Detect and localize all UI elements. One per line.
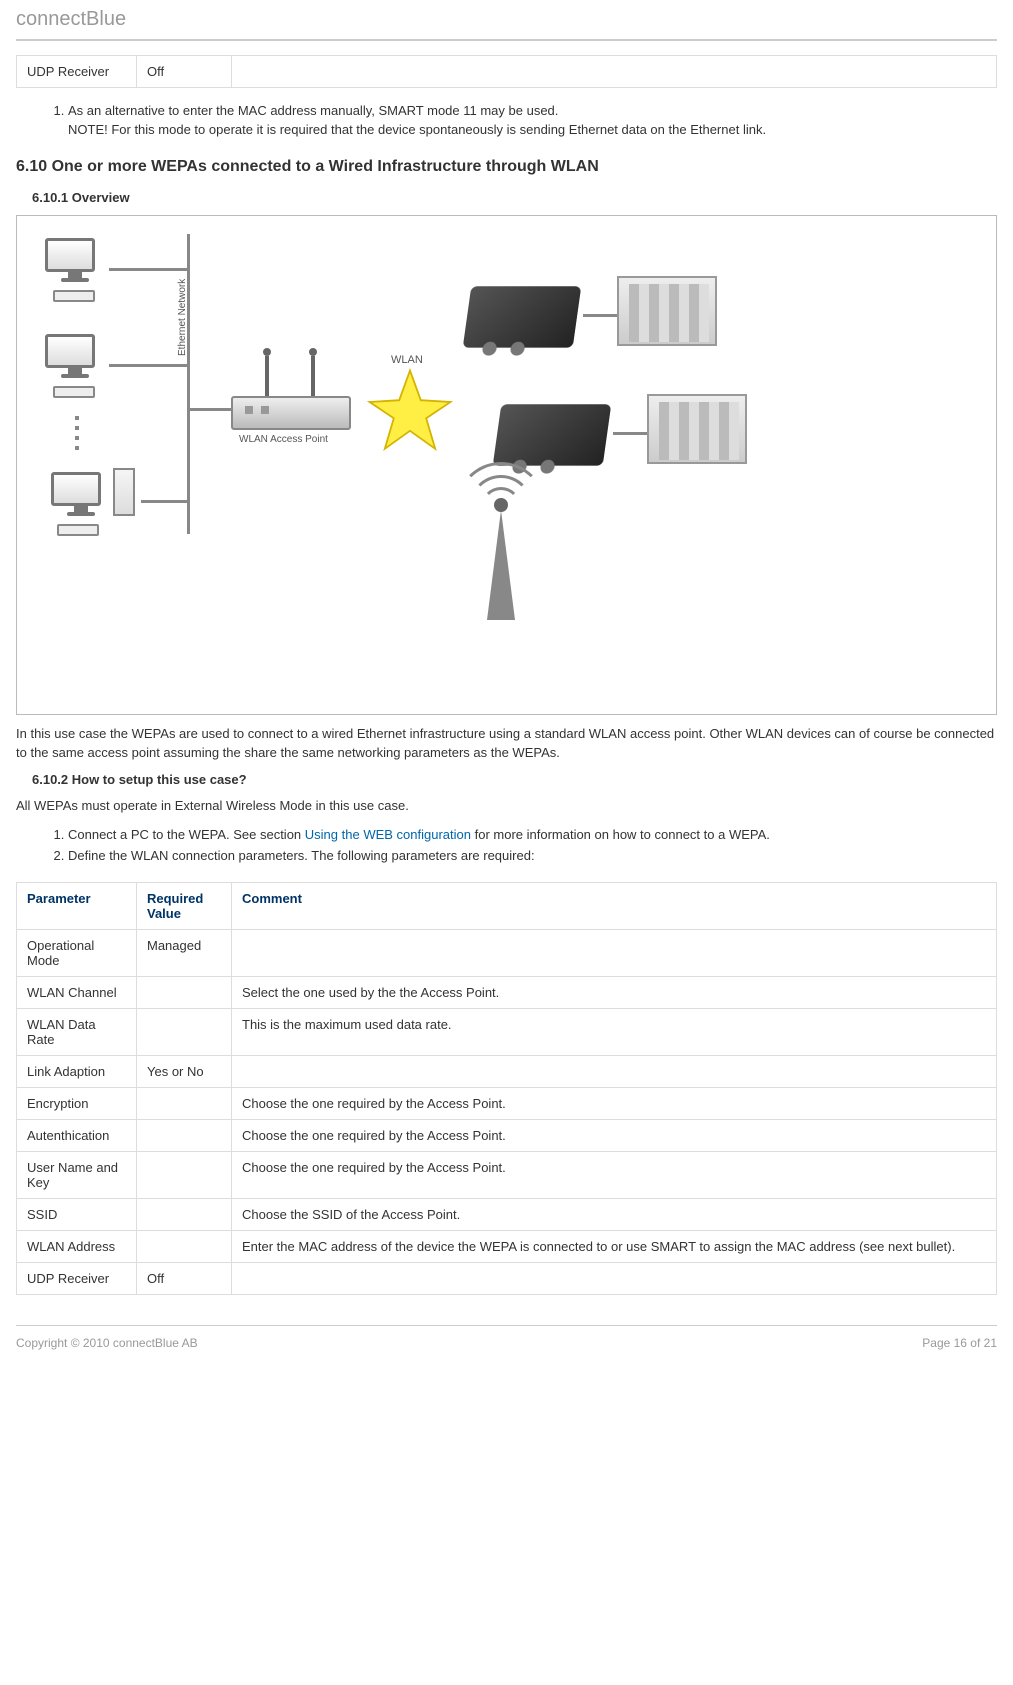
note-list-top: As an alternative to enter the MAC addre…: [68, 102, 997, 140]
top-table: UDP Receiver Off: [16, 55, 997, 88]
antenna-icon: [263, 348, 271, 396]
cell-param: Operational Mode: [17, 929, 137, 976]
table-row: Operational ModeManaged: [17, 929, 997, 976]
cell-param: Link Adaption: [17, 1055, 137, 1087]
plc-rack-icon: [617, 276, 717, 346]
page-footer: Copyright © 2010 connectBlue AB Page 16 …: [16, 1336, 997, 1350]
section-heading-6-10-1: 6.10.1 Overview: [32, 190, 997, 205]
pc-icon: [45, 238, 105, 282]
connector-line: [583, 314, 617, 317]
table-row: Autenthication Choose the one required by…: [17, 1119, 997, 1151]
cell-param: SSID: [17, 1198, 137, 1230]
cell-required: Off: [137, 56, 232, 88]
table-row: UDP ReceiverOff: [17, 1262, 997, 1294]
table-row: UDP Receiver Off: [17, 56, 997, 88]
list-item: Connect a PC to the WEPA. See section Us…: [68, 826, 997, 845]
overview-diagram: Ethernet Network WLAN Access Point WLAN: [16, 215, 997, 715]
cell-comment: Enter the MAC address of the device the …: [232, 1230, 997, 1262]
page-number: Page 16 of 21: [922, 1336, 997, 1350]
wepa-device-icon: [463, 286, 582, 347]
wepa-device-icon: [493, 404, 612, 465]
table-row: Link AdaptionYes or No: [17, 1055, 997, 1087]
cell-required: Off: [137, 1262, 232, 1294]
keyboard-icon: [53, 386, 95, 398]
large-antenna-icon: [487, 496, 515, 620]
cell-required: [137, 1119, 232, 1151]
ethernet-network-label: Ethernet Network: [177, 278, 188, 355]
step1-post: for more information on how to connect t…: [471, 827, 770, 842]
overview-paragraph: In this use case the WEPAs are used to c…: [16, 725, 997, 763]
pc-icon: [45, 334, 105, 378]
keyboard-icon: [53, 290, 95, 302]
cell-required: [137, 1008, 232, 1055]
table-row: WLAN Data Rate This is the maximum used d…: [17, 1008, 997, 1055]
cell-comment: Choose the one required by the Access Po…: [232, 1087, 997, 1119]
cell-param: UDP Receiver: [17, 1262, 137, 1294]
cell-param: Encryption: [17, 1087, 137, 1119]
table-row: Encryption Choose the one required by the…: [17, 1087, 997, 1119]
cell-required: [137, 1198, 232, 1230]
cell-required: [137, 976, 232, 1008]
keyboard-icon: [57, 524, 99, 536]
cell-comment: Choose the SSID of the Access Point.: [232, 1198, 997, 1230]
header-parameter: Parameter: [17, 882, 137, 929]
header-required-value: Required Value: [137, 882, 232, 929]
copyright-text: Copyright © 2010 connectBlue AB: [16, 1336, 198, 1350]
cell-param: WLAN Address: [17, 1230, 137, 1262]
step1-pre: Connect a PC to the WEPA. See section: [68, 827, 305, 842]
list-item: As an alternative to enter the MAC addre…: [68, 102, 997, 140]
cell-comment: Choose the one required by the Access Po…: [232, 1119, 997, 1151]
table-row: SSID Choose the SSID of the Access Point.: [17, 1198, 997, 1230]
cell-required: [137, 1087, 232, 1119]
cell-comment: [232, 1055, 997, 1087]
plc-rack-icon: [647, 394, 747, 464]
ellipsis-dots: [75, 416, 79, 420]
wlan-ap-label: WLAN Access Point: [239, 434, 328, 445]
pc-icon: [51, 472, 111, 516]
wlan-label: WLAN: [391, 354, 423, 366]
cell-param: WLAN Data Rate: [17, 1008, 137, 1055]
cell-required: Yes or No: [137, 1055, 232, 1087]
cell-param: UDP Receiver: [17, 56, 137, 88]
table-header-row: Parameter Required Value Comment: [17, 882, 997, 929]
footer-rule: [16, 1325, 997, 1326]
section-heading-6-10: 6.10 One or more WEPAs connected to a Wi…: [16, 158, 997, 176]
list-item: Define the WLAN connection parameters. T…: [68, 847, 997, 866]
page-brand: connectBlue: [16, 8, 997, 35]
connector-line: [613, 432, 647, 435]
cell-required: [137, 1230, 232, 1262]
cell-comment: [232, 929, 997, 976]
cell-required: Managed: [137, 929, 232, 976]
web-config-link[interactable]: Using the WEB configuration: [305, 827, 471, 842]
cell-comment: Select the one used by the the Access Po…: [232, 976, 997, 1008]
cell-required: [137, 1151, 232, 1198]
section-heading-6-10-2: 6.10.2 How to setup this use case?: [32, 772, 997, 787]
table-row: WLAN Channel Select the one used by the t…: [17, 976, 997, 1008]
cell-comment: This is the maximum used data rate.: [232, 1008, 997, 1055]
connector-line: [141, 500, 187, 503]
cell-comment: Choose the one required by the Access Po…: [232, 1151, 997, 1198]
tower-icon: [113, 468, 135, 516]
table-row: User Name and Key Choose the one required…: [17, 1151, 997, 1198]
setup-steps-list: Connect a PC to the WEPA. See section Us…: [68, 826, 997, 866]
cell-comment: [232, 1262, 997, 1294]
antenna-icon: [309, 348, 317, 396]
cell-param: User Name and Key: [17, 1151, 137, 1198]
setup-intro-paragraph: All WEPAs must operate in External Wirel…: [16, 797, 997, 816]
header-comment: Comment: [232, 882, 997, 929]
parameters-table: Parameter Required Value Comment Operati…: [16, 882, 997, 1295]
header-rule: [16, 39, 997, 41]
cell-param: WLAN Channel: [17, 976, 137, 1008]
access-point-icon: [231, 396, 351, 430]
wlan-burst-icon: [365, 366, 455, 456]
table-row: WLAN Address Enter the MAC address of the…: [17, 1230, 997, 1262]
cell-comment: [232, 56, 997, 88]
connector-line: [109, 268, 187, 271]
connector-line: [109, 364, 187, 367]
cell-param: Autenthication: [17, 1119, 137, 1151]
